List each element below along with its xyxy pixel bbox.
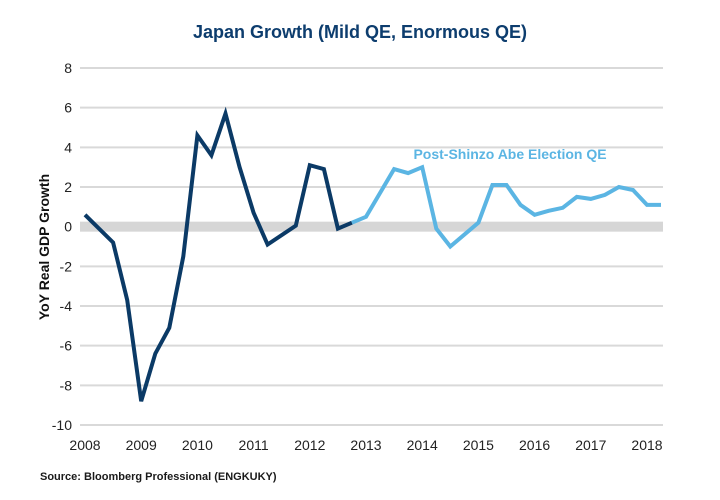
x-tick-label: 2015 bbox=[463, 437, 494, 453]
x-tick-label: 2011 bbox=[239, 437, 269, 453]
y-tick-label: 0 bbox=[64, 219, 72, 235]
y-axis-ticks: 8 6 4 2 0 -2 -4 -6 -8 -10 bbox=[52, 60, 72, 433]
y-tick-label: 2 bbox=[64, 179, 72, 195]
y-tick-label: 8 bbox=[64, 60, 72, 76]
series-line-pre-abe bbox=[83, 106, 353, 402]
y-tick-label: -6 bbox=[60, 338, 73, 354]
y-tick-label: -10 bbox=[52, 417, 72, 433]
series-lines bbox=[83, 106, 661, 402]
y-tick-label: -2 bbox=[60, 258, 73, 274]
x-tick-label: 2008 bbox=[69, 437, 100, 453]
gridlines bbox=[80, 67, 663, 426]
chart-title: Japan Growth (Mild QE, Enormous QE) bbox=[192, 22, 528, 42]
x-tick-label: 2013 bbox=[350, 437, 381, 453]
y-tick-label: 6 bbox=[64, 100, 72, 116]
series-line-post-abe-qe bbox=[351, 164, 661, 250]
zero-band bbox=[80, 221, 663, 232]
series-annotation: Post-Shinzo Abe Election QE bbox=[413, 146, 606, 162]
annotations: Post-Shinzo Abe Election QE bbox=[413, 146, 606, 162]
source-note: Source: Bloomberg Professional (ENGKUKY) bbox=[40, 471, 277, 483]
x-tick-label: 2012 bbox=[294, 437, 325, 453]
x-tick-label: 2016 bbox=[519, 437, 550, 453]
y-tick-label: 4 bbox=[64, 139, 72, 155]
y-tick-label: -4 bbox=[60, 298, 73, 314]
x-tick-label: 2009 bbox=[126, 437, 157, 453]
y-axis-label: YoY Real GDP Growth bbox=[36, 174, 52, 320]
x-tick-label: 2017 bbox=[575, 437, 606, 453]
x-axis-ticks: 2008 2009 2010 2011 2012 2013 2014 2015 2016 2017… bbox=[69, 437, 662, 453]
x-tick-label: 2018 bbox=[631, 437, 662, 453]
x-tick-label: 2014 bbox=[407, 437, 438, 453]
y-tick-label: -8 bbox=[60, 377, 73, 393]
x-tick-label: 2010 bbox=[182, 437, 213, 453]
